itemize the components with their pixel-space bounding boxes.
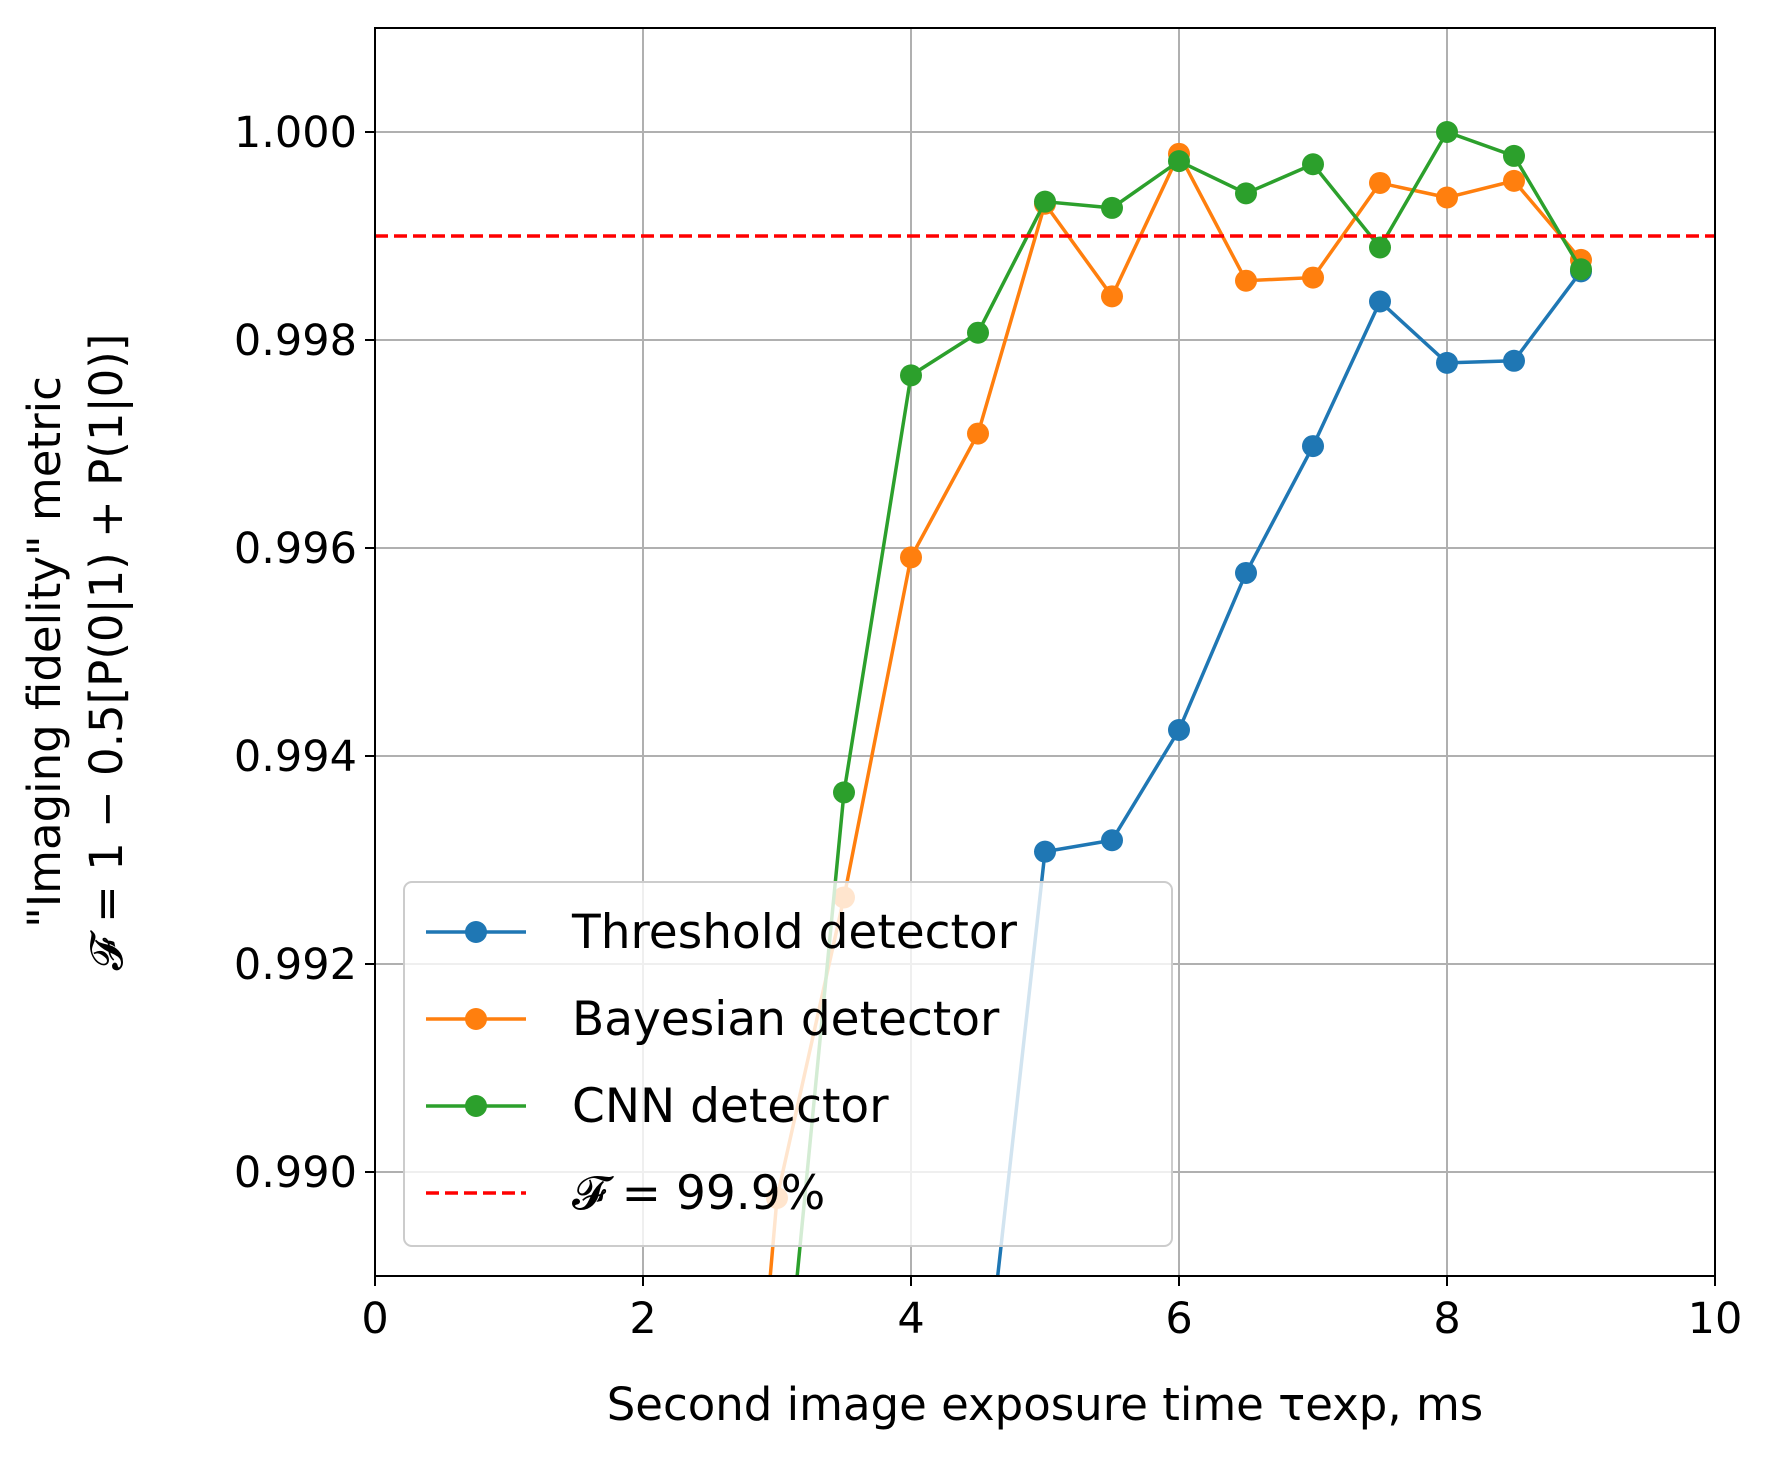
data-point xyxy=(1369,171,1391,194)
y-axis-label: "Imaging fidelity" metric xyxy=(18,376,71,928)
data-point xyxy=(1570,258,1592,281)
legend-label: Threshold detector xyxy=(571,905,1018,960)
y-tick-label: 0.990 xyxy=(234,1148,357,1198)
y-tick-label: 0.992 xyxy=(234,940,357,990)
legend-label: Bayesian detector xyxy=(572,992,1000,1047)
series-line xyxy=(995,270,1583,1276)
data-point xyxy=(1302,266,1324,289)
data-point xyxy=(1034,190,1056,213)
legend-marker xyxy=(465,1095,487,1117)
data-point xyxy=(1168,719,1190,741)
data-point xyxy=(1302,153,1324,176)
data-point xyxy=(833,781,855,804)
x-tick-label: 10 xyxy=(1688,1294,1743,1344)
data-point xyxy=(1302,435,1324,458)
legend-label: CNN detector xyxy=(572,1079,889,1134)
data-point xyxy=(1101,196,1123,219)
legend-marker xyxy=(465,921,487,943)
data-point xyxy=(900,364,922,387)
y-tick-label: 0.994 xyxy=(234,732,357,782)
plot-frame xyxy=(374,27,1716,1277)
y-tick-label: 1.000 xyxy=(234,108,357,158)
data-point xyxy=(1235,269,1257,292)
data-point xyxy=(1503,169,1525,192)
data-point xyxy=(1168,150,1190,173)
x-tick-label: 6 xyxy=(1165,1294,1192,1344)
data-point xyxy=(1436,186,1458,209)
x-tick-label: 2 xyxy=(629,1294,656,1344)
data-point xyxy=(1436,121,1458,143)
data-point xyxy=(1369,290,1391,313)
series-line xyxy=(768,149,1583,1276)
y-axis-label: 𝓕 = 1 − 0.5[P(0|1) + P(1|0)] xyxy=(80,334,133,971)
data-point xyxy=(1503,349,1525,372)
data-point xyxy=(1369,236,1391,259)
legend-box xyxy=(403,881,1173,1247)
x-tick-label: 0 xyxy=(361,1294,388,1344)
x-tick-label: 8 xyxy=(1433,1294,1460,1344)
x-tick-label: 4 xyxy=(897,1294,924,1344)
data-point xyxy=(1101,829,1123,852)
data-point xyxy=(900,546,922,569)
data-point xyxy=(1101,285,1123,308)
y-tick-label: 0.998 xyxy=(234,316,357,366)
data-point xyxy=(1436,351,1458,374)
data-point xyxy=(1235,182,1257,205)
legend-label: 𝓕 = 99.9% xyxy=(572,1166,825,1221)
data-point xyxy=(967,1442,989,1464)
y-tick-label: 0.996 xyxy=(234,524,357,574)
legend-marker xyxy=(465,1008,487,1030)
data-point xyxy=(1503,144,1525,167)
data-point xyxy=(1034,840,1056,863)
data-point xyxy=(967,321,989,344)
data-point xyxy=(967,422,989,445)
plot-area xyxy=(375,121,1715,1464)
data-point xyxy=(1235,561,1257,584)
x-axis-label: Second image exposure time τexp, ms xyxy=(607,1378,1484,1431)
